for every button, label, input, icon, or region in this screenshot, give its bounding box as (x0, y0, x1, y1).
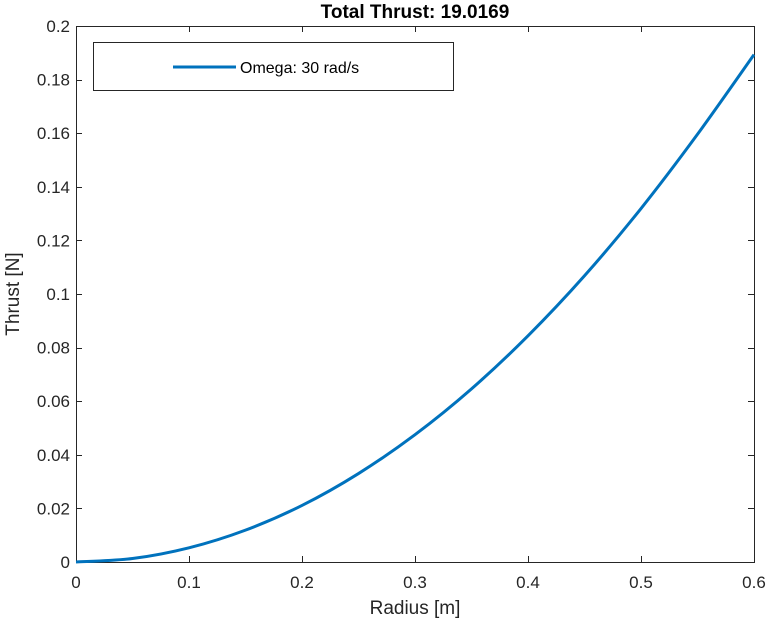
series-lines (75, 53, 756, 564)
legend-box (93, 42, 454, 91)
y-tick-label: 0.14 (37, 178, 70, 197)
legend-label: Omega: 30 rad/s (240, 60, 359, 77)
y-tick-label: 0.18 (37, 71, 70, 90)
x-tick-label: 0.6 (742, 573, 766, 592)
y-axis-label: Thrust [N] (3, 252, 24, 335)
x-tick-label: 0.2 (290, 573, 314, 592)
x-tick-label: 0.4 (516, 573, 540, 592)
x-tick-label: 0.1 (177, 573, 201, 592)
y-tick-label: 0.06 (37, 392, 70, 411)
y-tick-label: 0.1 (46, 285, 70, 304)
legend: Omega: 30 rad/s (93, 42, 454, 91)
chart-title: Total Thrust: 19.0169 (321, 2, 510, 23)
x-axis-label: Radius [m] (370, 598, 461, 619)
y-tick-label: 0.02 (37, 499, 70, 518)
series-line (75, 53, 756, 564)
y-tick-label: 0.08 (37, 339, 70, 358)
y-tick-label: 0 (61, 553, 70, 572)
y-tick-label: 0.04 (37, 446, 70, 465)
x-tick-label: 0 (71, 573, 80, 592)
y-axis-ticks: 0 0.02 0.04 0.06 0.08 0.1 0.12 0.14 0.16 0.18 0.2 (37, 17, 754, 572)
x-tick-label: 0.5 (629, 573, 653, 592)
y-tick-label: 0.12 (37, 231, 70, 250)
y-tick-label: 0.2 (46, 17, 70, 36)
x-tick-label: 0.3 (403, 573, 427, 592)
y-tick-label: 0.16 (37, 124, 70, 143)
plot-area (76, 26, 754, 562)
x-axis-ticks: 0 0.1 0.2 0.3 0.4 0.5 0.6 (71, 26, 766, 592)
